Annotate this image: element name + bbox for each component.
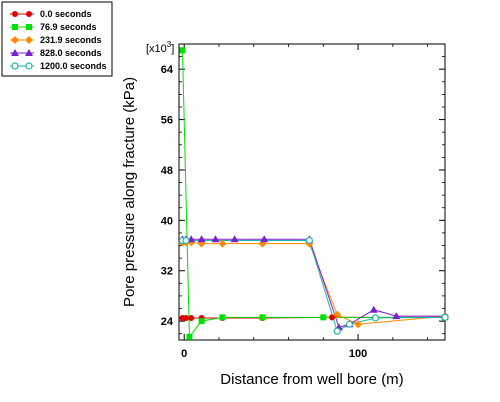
y-tick-label: 64: [161, 64, 174, 76]
legend-marker-1: [12, 24, 18, 30]
legend: 0.0 seconds 76.9 seconds 231.9 seconds 828.…: [1, 1, 113, 77]
legend-label-2: 231.9 seconds: [40, 35, 102, 45]
series-point-0: [188, 314, 195, 321]
legend-marker-4: [25, 62, 33, 70]
legend-marker-0: [12, 11, 18, 17]
y-tick-label: 40: [161, 215, 173, 227]
legend-marker-3: [25, 49, 33, 56]
series-point-1: [219, 314, 226, 321]
legend-marker-2: [25, 36, 33, 44]
y-tick-label: 32: [161, 266, 173, 278]
legend-label-0: 0.0 seconds: [40, 9, 92, 19]
series-point-4: [441, 313, 449, 321]
series-point-4: [182, 236, 190, 245]
x-tick-label: 100: [349, 348, 367, 360]
y-tick-label: 48: [161, 165, 173, 177]
series-point-2: [354, 320, 363, 329]
series-point-3: [230, 235, 239, 243]
axis-ticks: 24 32 40 48 56 64 0 100: [161, 44, 445, 360]
series-point-1: [198, 318, 205, 325]
series-point-4: [333, 327, 341, 335]
legend-marker-4: [11, 62, 19, 70]
plot-frame: [178, 43, 446, 341]
legend-label-3: 828.0 seconds: [40, 48, 102, 58]
series-point-3: [392, 312, 401, 320]
series-point-0: [182, 314, 189, 321]
series-point-3: [211, 235, 220, 243]
series-point-3: [197, 235, 206, 243]
legend-marker-3: [11, 49, 19, 56]
series-point-2: [218, 239, 227, 248]
y-axis-label: Pore pressure along fracture (kPa): [121, 77, 138, 307]
legend-marker-2: [11, 36, 19, 44]
series-point-2: [333, 310, 342, 319]
series-point-1: [186, 333, 193, 340]
x-tick-label: 0: [181, 348, 187, 360]
series-point-1: [179, 47, 186, 54]
series-point-1: [320, 314, 327, 321]
series-markers: [178, 47, 449, 340]
series-point-1: [259, 314, 266, 321]
y-tick-label: 56: [161, 115, 173, 127]
x-axis-label: Distance from well bore (m): [220, 371, 403, 388]
series-point-3: [260, 235, 269, 243]
legend-label-1: 76.9 seconds: [40, 22, 97, 32]
legend-label-4: 1200.0 seconds: [40, 61, 107, 71]
series-point-4: [371, 314, 380, 322]
legend-marker-1: [26, 24, 32, 30]
series-point-0: [328, 314, 335, 321]
legend-marker-0: [26, 11, 32, 17]
y-multiplier-label: [x103]: [146, 40, 174, 55]
y-tick-label: 24: [161, 316, 174, 328]
series-point-3: [369, 305, 378, 313]
series-point-4: [305, 236, 313, 245]
series-point-4: [345, 320, 353, 328]
